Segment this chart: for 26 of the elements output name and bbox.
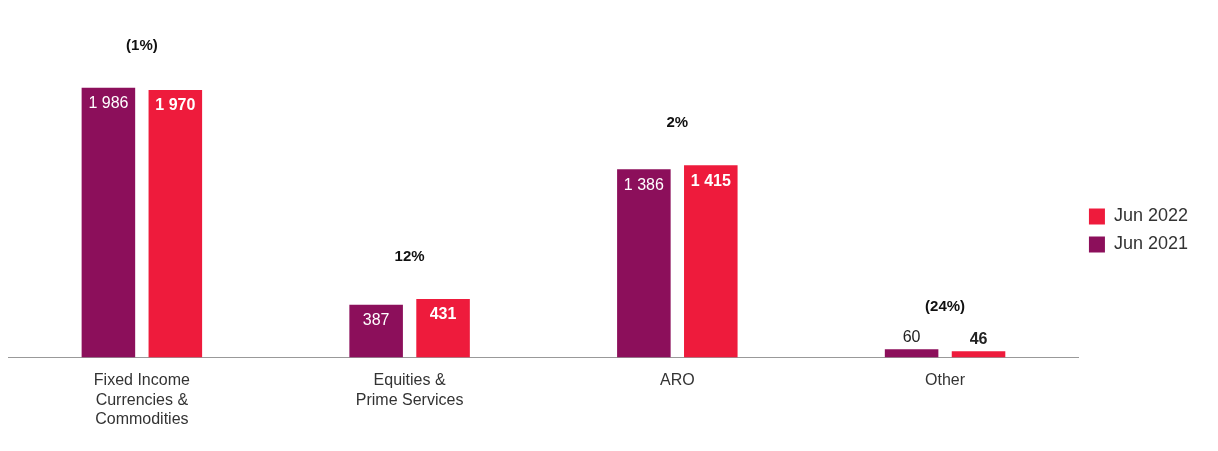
data-label: 60	[902, 327, 921, 345]
x-tick-label: ARO	[660, 371, 695, 389]
bar	[148, 89, 203, 358]
data-label: 1 970	[155, 96, 196, 114]
annotation: 12%	[394, 247, 425, 265]
data-label: 1 415	[690, 171, 731, 189]
x-tick-label: Fixed Income Currencies & Commodities	[93, 371, 190, 427]
data-label: 1 386	[623, 175, 664, 193]
bar	[349, 304, 403, 358]
bar	[884, 349, 939, 358]
bar	[81, 87, 136, 358]
bar	[951, 351, 1006, 358]
data-label: 46	[969, 329, 988, 347]
legend-label: Jun 2022	[1113, 205, 1189, 226]
text: (1%)	[126, 35, 158, 53]
bar	[684, 165, 738, 358]
data-label: 431	[429, 305, 457, 323]
annotation: (24%)	[925, 297, 966, 315]
bar	[617, 169, 671, 358]
legend-label: Jun 2021	[1113, 233, 1189, 254]
x-tick-label: Other	[925, 371, 966, 389]
annotation: 2%	[666, 113, 689, 131]
bar	[416, 298, 470, 358]
data-label: 1 986	[88, 94, 129, 112]
x-tick-label: Equities & Prime Services	[355, 371, 464, 408]
data-label: 387	[362, 311, 390, 329]
